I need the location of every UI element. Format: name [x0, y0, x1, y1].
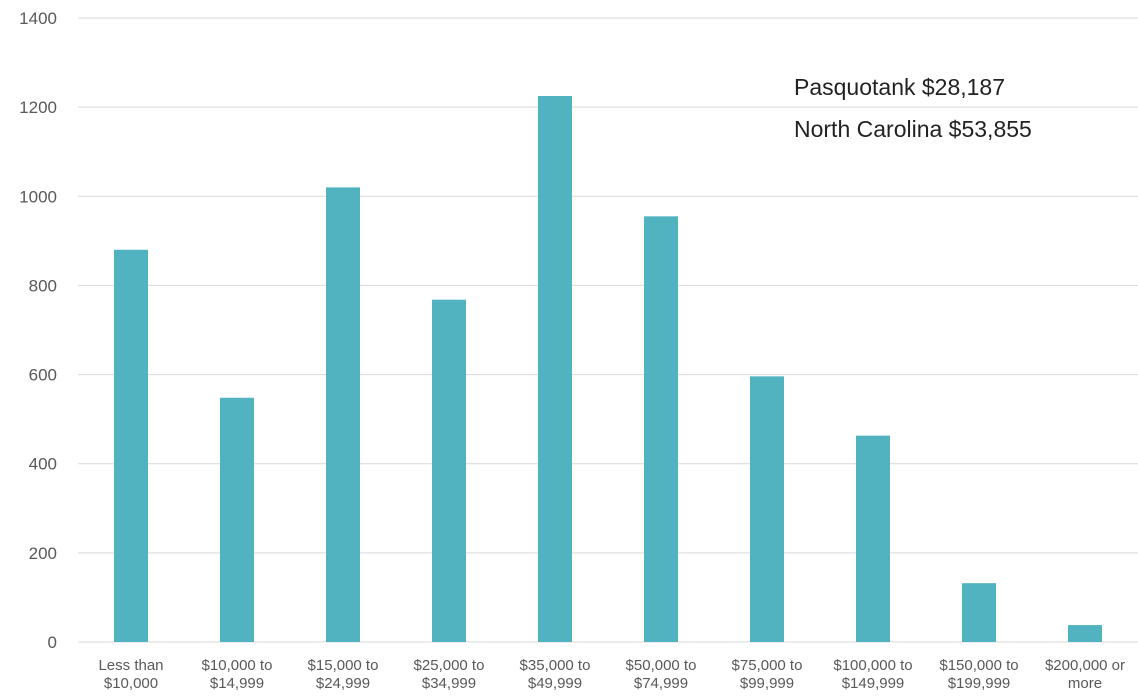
y-tick-label-800: 800 — [29, 276, 57, 295]
y-tick-label-200: 200 — [29, 544, 57, 563]
bar-2 — [326, 187, 360, 642]
x-tick-label-1: $10,000 to $14,999 — [202, 657, 273, 692]
annotation-pasquotank: Pasquotank $28,187 — [794, 72, 1006, 102]
y-tick-label-1200: 1200 — [19, 98, 57, 117]
bar-8 — [962, 583, 996, 642]
bar-7 — [856, 435, 890, 642]
y-axis-tick-labels: 0 200 400 600 800 1000 1200 1400 — [19, 9, 57, 652]
x-tick-label-0: Less than $10,000 — [98, 657, 163, 692]
x-tick-label-7: $100,000 to $149,999 — [833, 657, 912, 692]
bar-1 — [220, 397, 254, 642]
x-axis-category-labels: Less than $10,000 $10,000 to $14,999 $15,000… — [98, 657, 1125, 692]
x-tick-label-2: $15,000 to $24,999 — [308, 657, 379, 692]
bar-9 — [1068, 625, 1102, 642]
gridlines — [78, 17, 1138, 643]
y-tick-label-600: 600 — [29, 366, 57, 385]
y-tick-label-400: 400 — [29, 455, 57, 474]
x-tick-label-9: $200,000 or more — [1045, 657, 1125, 692]
bar-0 — [114, 249, 148, 642]
bar-3 — [432, 299, 466, 642]
x-tick-label-8: $150,000 to $199,999 — [939, 657, 1018, 692]
bar-4 — [538, 96, 572, 642]
x-tick-label-5: $50,000 to $74,999 — [626, 657, 697, 692]
y-tick-label-1000: 1000 — [19, 187, 57, 206]
x-tick-label-4: $35,000 to $49,999 — [520, 657, 591, 692]
x-tick-label-6: $75,000 to $99,999 — [732, 657, 803, 692]
bars — [114, 96, 1102, 643]
bar-5 — [644, 216, 678, 643]
y-tick-label-0: 0 — [48, 633, 57, 652]
y-tick-label-1400: 1400 — [19, 9, 57, 28]
bar-6 — [750, 376, 784, 642]
annotation-north-carolina: North Carolina $53,855 — [794, 114, 1032, 144]
x-tick-label-3: $25,000 to $34,999 — [414, 657, 485, 692]
